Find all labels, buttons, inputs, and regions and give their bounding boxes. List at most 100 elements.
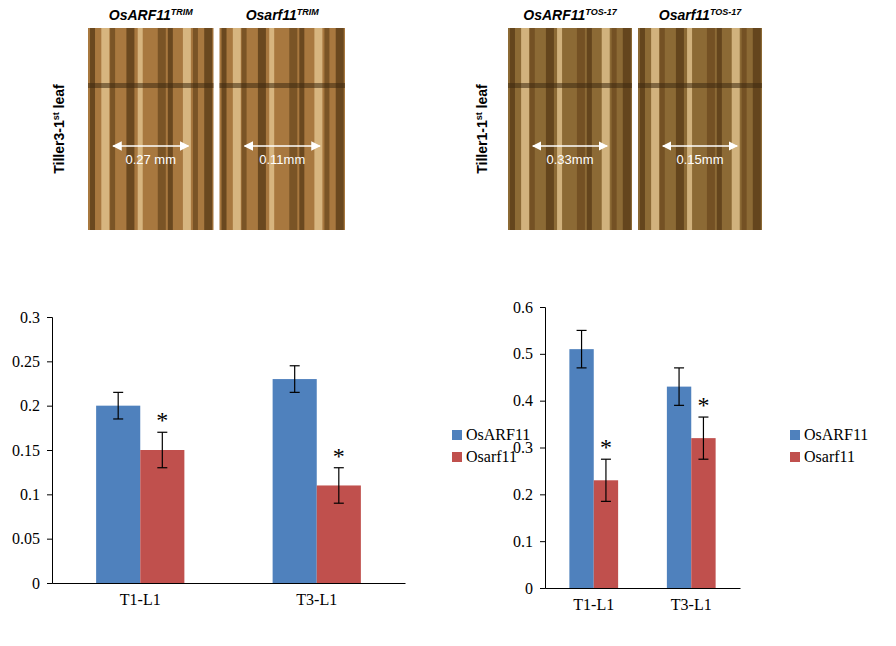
- micrograph-stripe: [336, 28, 344, 230]
- error-bar: [577, 330, 587, 367]
- y-tick-label: 0.25: [12, 353, 40, 370]
- side-label: Tiller1-1st leaf: [474, 84, 490, 174]
- micrograph-band: [508, 83, 632, 88]
- error-stem: [338, 468, 339, 503]
- chart: **00.10.20.30.40.50.6T1-L1T3-L1OsARF11Os…: [513, 299, 868, 614]
- x-tick: T3-L1: [296, 583, 337, 608]
- x-tick: T1-L1: [120, 583, 161, 608]
- y-tick-mark: [540, 401, 545, 402]
- y-tick: 0.15: [12, 442, 52, 459]
- side-label: Tiller3-1st leaf: [51, 84, 67, 174]
- image-group: Tiller1-1st leaf OsARF11TOS-17 0.33mm Osarf…: [474, 7, 762, 230]
- y-tick: 0.6: [513, 299, 545, 316]
- y-tick-label: 0.6: [513, 299, 533, 316]
- micrograph-stripe: [557, 28, 562, 230]
- y-tick-label: 0.2: [20, 397, 40, 414]
- micrograph-stripe: [510, 28, 515, 230]
- error-bar: [334, 468, 344, 503]
- micrograph: [88, 28, 214, 230]
- micrograph-stripe: [90, 28, 95, 230]
- error-cap: [157, 467, 167, 468]
- micrograph-ground: [88, 28, 214, 230]
- micrograph-stripe: [299, 28, 304, 230]
- error-cap: [113, 418, 123, 419]
- micrograph-stripe: [269, 28, 274, 230]
- micrograph-stripe: [742, 28, 747, 230]
- y-tick-mark: [540, 354, 545, 355]
- genotype-label: Osarf11TOS-17: [659, 7, 742, 23]
- genotype-label: OsARF11TRIM: [109, 7, 193, 23]
- measure-label: 0.27 mm: [125, 152, 176, 167]
- micrograph-stripe: [242, 28, 247, 230]
- error-cap: [577, 367, 587, 368]
- micrograph-stripe: [753, 28, 761, 230]
- micrograph-band: [88, 83, 214, 88]
- micrograph-stripe: [193, 28, 198, 230]
- error-cap: [113, 392, 123, 393]
- y-tick: 0.1: [20, 486, 52, 503]
- significance-mark: *: [333, 443, 345, 469]
- micrograph-stripe: [676, 28, 684, 230]
- y-tick-label: 0.1: [513, 533, 533, 550]
- micrograph-stripe: [546, 28, 554, 230]
- micrograph-stripe: [623, 28, 631, 230]
- measure-label: 0.33mm: [547, 152, 594, 167]
- y-tick: 0: [32, 575, 52, 592]
- genotype-label: OsARF11TOS-17: [523, 7, 617, 23]
- bar: [667, 387, 691, 588]
- legend-swatch: [790, 452, 800, 462]
- micrograph: [508, 28, 632, 230]
- error-cap: [674, 405, 684, 406]
- micrograph-stripe: [707, 28, 715, 230]
- y-tick-mark: [540, 541, 545, 542]
- micrograph-stripe: [602, 28, 610, 230]
- bar: [273, 379, 317, 583]
- bar: [140, 450, 184, 583]
- error-cap: [601, 501, 611, 502]
- micrograph-stripe: [660, 28, 665, 230]
- legend-swatch: [452, 430, 462, 440]
- x-tick: T1-L1: [573, 588, 614, 613]
- y-tick-mark: [540, 307, 545, 308]
- micrograph-stripe: [168, 28, 173, 230]
- micrograph-stripe: [651, 28, 659, 230]
- x-tick-label: T3-L1: [671, 596, 712, 613]
- micrograph-ground: [220, 28, 346, 230]
- micrograph-stripe: [687, 28, 692, 230]
- bar: [691, 438, 715, 588]
- measure-label: 0.11mm: [259, 152, 305, 167]
- y-tick-label: 0: [32, 575, 40, 592]
- significance-mark: *: [697, 392, 709, 418]
- micrograph-stripe: [324, 28, 329, 230]
- y-tick: 0: [525, 580, 545, 597]
- y-tick: 0.05: [12, 530, 52, 547]
- micrograph-ground: [638, 28, 762, 230]
- error-stem: [605, 459, 606, 501]
- measure-label: 0.15mm: [677, 152, 724, 167]
- y-tick-label: 0.1: [20, 486, 40, 503]
- micrograph-stripe: [587, 28, 592, 230]
- error-cap: [334, 503, 344, 504]
- error-bar: [601, 459, 611, 501]
- y-tick-mark: [540, 448, 545, 449]
- side-label-rest: leaf: [474, 84, 490, 112]
- genotype-text: Osarf11: [659, 7, 710, 23]
- plot-marks: [569, 330, 715, 588]
- y-tick-mark: [540, 494, 545, 495]
- genotype-text: OsARF11: [109, 7, 171, 23]
- error-stem: [294, 366, 295, 393]
- image-group: Tiller3-1st leafOsARF11TRIM0.27 mmOsarf1…: [51, 7, 345, 230]
- y-tick: 0.3: [513, 439, 545, 456]
- significance-mark: *: [600, 434, 612, 460]
- error-stem: [162, 432, 163, 467]
- micrograph-stripe: [222, 28, 227, 230]
- error-stem: [118, 392, 119, 419]
- bar: [569, 349, 593, 588]
- plot-marks: [96, 366, 361, 583]
- legend-label: OsARF11: [804, 426, 868, 443]
- y-tick-mark: [47, 539, 52, 540]
- y-tick-label: 0: [525, 580, 533, 597]
- y-tick-label: 0.2: [513, 486, 533, 503]
- measure-arrow: [113, 145, 188, 147]
- y-axis-line: [47, 318, 53, 584]
